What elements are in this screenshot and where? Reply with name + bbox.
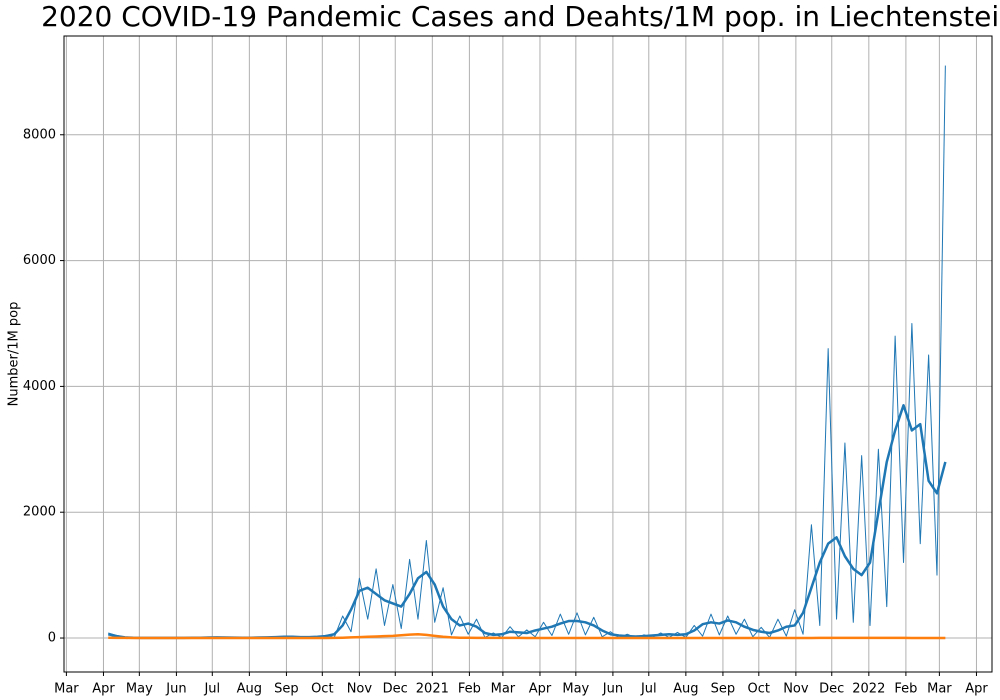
x-tick-label: Sep	[711, 682, 736, 697]
x-tick-label: Feb	[894, 682, 917, 697]
series-line	[108, 633, 946, 640]
chart-title: 2020 COVID-19 Pandemic Cases and Deahts/…	[41, 0, 1000, 33]
x-tick-label: Jul	[203, 682, 220, 697]
x-tick-label: Mar	[927, 682, 952, 697]
x-tick-label: Aug	[673, 682, 698, 697]
y-axis-label: Number/1M pop	[7, 302, 22, 407]
x-tick-label: Mar	[491, 682, 516, 697]
x-tick-label: Jul	[640, 682, 657, 697]
series-line	[108, 65, 946, 639]
y-tick-label: 8000	[23, 127, 56, 142]
x-tick-label: Apr	[92, 682, 115, 697]
x-tick-label: Sep	[274, 682, 299, 697]
x-tick-label: Feb	[458, 682, 481, 697]
x-tick-label: Jun	[165, 682, 186, 697]
x-tick-label: 2022	[852, 682, 885, 697]
x-tick-label: Aug	[237, 682, 262, 697]
x-tick-label: Dec	[819, 682, 844, 697]
y-tick-label: 4000	[23, 379, 56, 394]
x-tick-label: Oct	[748, 682, 770, 697]
y-tick-label: 2000	[23, 505, 56, 520]
x-tick-label: Nov	[347, 682, 373, 697]
series-line	[107, 404, 947, 640]
x-tick-label: May	[562, 682, 589, 697]
x-tick-label: 2021	[416, 682, 449, 697]
x-tick-label: Oct	[311, 682, 333, 697]
x-tick-label: Apr	[529, 682, 552, 697]
x-tick-label: Mar	[54, 682, 79, 697]
plot-frame	[63, 35, 993, 673]
x-tick-label: Nov	[783, 682, 809, 697]
x-tick-label: May	[126, 682, 153, 697]
x-tick-label: Apr	[965, 682, 988, 697]
y-tick-label: 0	[48, 631, 56, 646]
x-tick-label: Dec	[383, 682, 408, 697]
x-tick-label: Jun	[602, 682, 623, 697]
y-tick-label: 6000	[23, 253, 56, 268]
